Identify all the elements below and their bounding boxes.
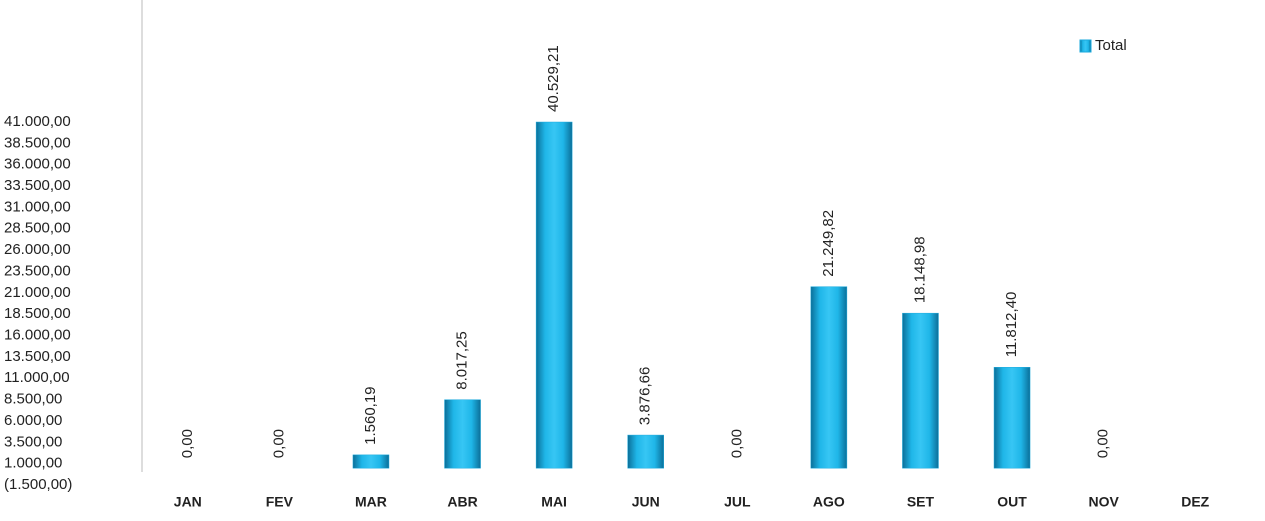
data-label: 18.148,98 — [911, 236, 928, 303]
bar — [535, 121, 573, 469]
x-tick-label: FEV — [266, 494, 294, 510]
y-tick-label: (1.500,00) — [4, 476, 72, 493]
bar — [627, 434, 664, 469]
x-tick-label: MAI — [541, 494, 567, 510]
y-tick-label: 36.000,00 — [4, 156, 71, 173]
y-tick-label: 8.500,00 — [4, 391, 62, 408]
bar — [352, 454, 390, 469]
data-label: 11.812,40 — [1003, 292, 1020, 358]
bar — [810, 286, 848, 469]
bar — [444, 399, 481, 469]
x-tick-label: JUN — [632, 494, 660, 510]
x-tick-label: JUL — [724, 494, 751, 510]
x-tick-label: JAN — [174, 494, 202, 510]
data-label: 0,00 — [179, 429, 196, 458]
y-tick-label: 31.000,00 — [4, 198, 71, 215]
y-tick-label: 6.000,00 — [4, 412, 62, 429]
x-tick-label: MAR — [355, 494, 387, 510]
data-label: 0,00 — [270, 429, 287, 458]
y-tick-label: 1.000,00 — [4, 455, 62, 472]
legend-label: Total — [1095, 37, 1127, 54]
x-tick-label: NOV — [1088, 494, 1119, 510]
y-tick-label: 3.500,00 — [4, 433, 62, 450]
x-tick-label: DEZ — [1181, 494, 1209, 510]
legend-swatch — [1079, 39, 1092, 53]
data-label: 8.017,25 — [454, 331, 471, 389]
y-tick-label: 18.500,00 — [4, 305, 71, 322]
data-label: 3.876,66 — [637, 367, 654, 425]
y-tick-label: 13.500,00 — [4, 348, 71, 365]
y-tick-label: 11.000,00 — [4, 369, 70, 386]
y-tick-label: 38.500,00 — [4, 134, 71, 151]
x-tick-label: SET — [907, 494, 935, 510]
bar — [902, 312, 939, 469]
x-tick-label: ABR — [447, 494, 477, 510]
data-label: 40.529,21 — [545, 45, 562, 112]
y-tick-label: 41.000,00 — [4, 113, 71, 130]
y-tick-label: 23.500,00 — [4, 262, 71, 279]
x-tick-label: OUT — [997, 494, 1027, 510]
data-label: 0,00 — [728, 429, 745, 458]
y-tick-label: 16.000,00 — [4, 326, 71, 343]
data-label: 21.249,82 — [820, 210, 837, 277]
y-tick-label: 26.000,00 — [4, 241, 71, 258]
y-tick-label: 28.500,00 — [4, 220, 71, 237]
data-label: 0,00 — [1095, 429, 1112, 458]
y-tick-label: 33.500,00 — [4, 177, 71, 194]
x-tick-label: AGO — [813, 494, 845, 510]
bar — [993, 367, 1031, 469]
data-label: 1.560,19 — [362, 386, 379, 444]
y-tick-label: 21.000,00 — [4, 284, 71, 301]
